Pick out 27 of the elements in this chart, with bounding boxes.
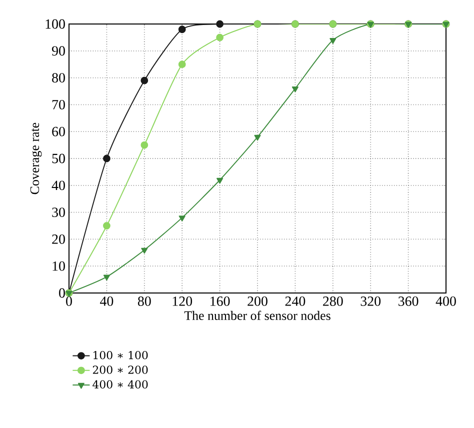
x-tick-label: 320 <box>360 296 381 306</box>
y-tick-label: 20 <box>52 234 65 244</box>
x-axis-title: The number of sensor nodes <box>184 310 330 320</box>
x-tick-label: 40 <box>100 296 114 306</box>
x-tick-label: 160 <box>210 296 230 306</box>
x-tick-label: 200 <box>248 296 268 306</box>
y-tick-label: 90 <box>52 46 65 56</box>
y-tick-label: 100 <box>46 19 65 29</box>
y-tick-label: 10 <box>52 261 65 271</box>
y-tick-label: 50 <box>52 154 65 164</box>
y-tick-label: 0 <box>59 288 65 298</box>
y-tick-label: 40 <box>52 180 65 190</box>
x-tick-label: 80 <box>138 296 151 306</box>
legend-label: 200 ∗ 200 <box>92 366 148 374</box>
x-tick-label: 0 <box>66 296 72 306</box>
x-tick-label: 240 <box>285 296 306 306</box>
y-tick-label: 80 <box>52 73 65 83</box>
legend-label: 400 ∗ 400 <box>92 380 148 388</box>
x-tick-label: 400 <box>436 296 456 306</box>
legend-label: 100 ∗ 100 <box>94 350 148 360</box>
y-tick-label: 70 <box>52 100 65 110</box>
x-tick-label: 120 <box>172 296 192 306</box>
y-axis-title: Coverage rate <box>30 122 42 194</box>
y-tick-label: 30 <box>52 208 65 218</box>
x-tick-label: 280 <box>323 296 343 306</box>
y-tick-label: 60 <box>52 126 65 136</box>
x-tick-label: 360 <box>398 296 418 306</box>
